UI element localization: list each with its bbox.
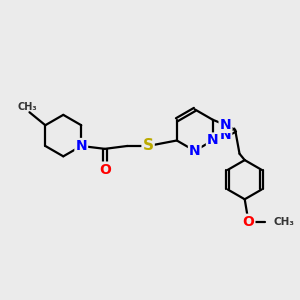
Text: N: N (220, 128, 231, 142)
Text: CH₃: CH₃ (274, 217, 295, 227)
Text: N: N (207, 134, 218, 148)
Text: N: N (189, 144, 201, 158)
Text: N: N (75, 139, 87, 153)
Text: CH₃: CH₃ (18, 102, 37, 112)
Text: S: S (142, 139, 154, 154)
Text: N: N (220, 118, 231, 132)
Text: O: O (242, 215, 254, 229)
Text: O: O (99, 163, 111, 177)
